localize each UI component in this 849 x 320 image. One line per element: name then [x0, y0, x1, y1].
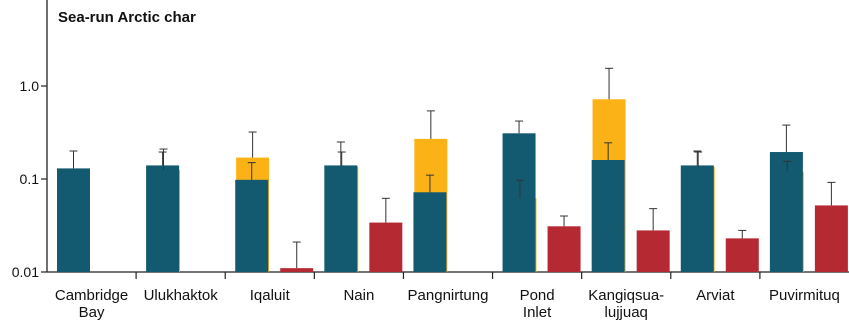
bar — [547, 226, 581, 272]
bar — [280, 268, 314, 272]
bar — [591, 160, 625, 272]
chart-title: Sea-run Arctic char — [58, 9, 196, 26]
bar — [502, 133, 536, 272]
error-bar-group — [69, 67, 836, 269]
bar — [636, 230, 670, 272]
x-category-label: Kangiqsua- — [588, 287, 664, 304]
plot-area — [46, 0, 849, 273]
x-axis-ticks — [135, 272, 761, 279]
x-category-label: Iqaluit — [250, 287, 291, 304]
x-category-label: Inlet — [523, 304, 552, 320]
y-tick-label: 0.1 — [20, 171, 40, 187]
bar — [725, 238, 759, 272]
bar — [769, 152, 803, 272]
bar — [369, 222, 403, 272]
bar — [57, 168, 90, 272]
bar — [814, 205, 848, 272]
y-tick-label: 1.0 — [20, 78, 40, 94]
x-category-label: Bay — [79, 304, 105, 320]
x-category-label: Cambridge — [55, 287, 128, 304]
bar-group — [57, 99, 848, 273]
y-axis-ticks: 0.01 0.1 1.0 — [12, 78, 47, 280]
x-category-label: Ulukhaktok — [144, 287, 219, 304]
x-category-label: Nain — [343, 287, 374, 304]
x-category-label: lujjuaq — [605, 304, 648, 320]
x-category-label: Puvirmituq — [769, 287, 840, 304]
x-category-label: Pond — [520, 287, 555, 304]
bar — [324, 165, 358, 272]
bar — [680, 165, 714, 272]
x-category-label: Pangnirtung — [408, 287, 489, 304]
bar — [235, 179, 269, 272]
bar — [413, 192, 447, 272]
bar — [146, 165, 180, 272]
x-category-label: Arviat — [696, 287, 735, 304]
y-tick-label: 0.01 — [12, 264, 39, 280]
